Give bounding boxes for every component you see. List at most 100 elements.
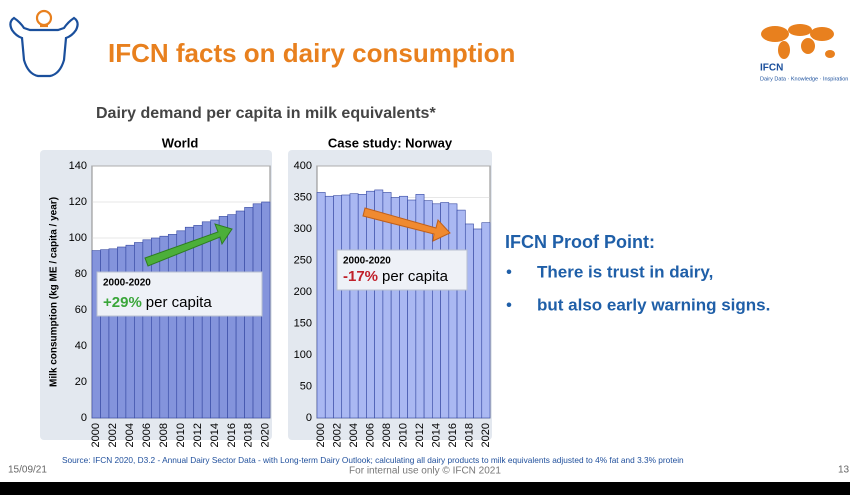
- x-tick-label: 2018: [463, 423, 475, 447]
- bar: [333, 195, 343, 419]
- charts: World Milk consumption (kg ME / capita / …: [40, 135, 492, 447]
- x-tick-label: 2004: [124, 423, 136, 447]
- x-tick-label: 2012: [192, 423, 204, 447]
- y-tick-label: 40: [75, 340, 87, 352]
- y-tick-label: 80: [75, 268, 87, 280]
- x-tick-label: 2004: [348, 423, 360, 447]
- annotation-box: [96, 271, 263, 317]
- bar: [176, 230, 186, 419]
- y-tick-label: 0: [81, 412, 87, 424]
- notice: For internal use only © IFCN 2021: [349, 466, 501, 477]
- annotation-box: [336, 249, 468, 291]
- trend-arrow: [362, 207, 451, 242]
- y-tick-label: 250: [294, 254, 312, 266]
- x-tick-label: 2014: [209, 423, 221, 447]
- bullet: •: [506, 262, 512, 281]
- x-tick-label: 2020: [480, 423, 492, 447]
- bullet: •: [506, 295, 512, 314]
- y-tick-label: 140: [69, 160, 87, 172]
- bar: [134, 242, 144, 419]
- bar: [193, 225, 203, 419]
- annotation-period: 2000-2020: [103, 278, 151, 289]
- y-tick-label: 350: [294, 191, 312, 203]
- bar: [184, 226, 195, 419]
- y-tick-label: 120: [69, 196, 87, 208]
- source: Source: IFCN 2020, D3.2 - Annual Dairy S…: [62, 455, 684, 465]
- date: 15/09/21: [8, 465, 47, 476]
- bar: [324, 195, 334, 419]
- proof-point-bullet: There is trust in dairy,: [537, 262, 713, 281]
- y-tick-label: 20: [75, 376, 87, 388]
- trend-arrow: [144, 223, 233, 267]
- x-tick-label: 2020: [260, 423, 272, 447]
- x-tick-label: 2014: [430, 423, 442, 447]
- cow-icon: [9, 9, 79, 78]
- logo-tagline: Dairy Data · Knowledge · Inspiration: [760, 76, 848, 82]
- x-tick-label: 2008: [158, 423, 170, 447]
- slide-title: IFCN facts on dairy consumption: [108, 38, 515, 68]
- bar: [159, 235, 169, 419]
- bar: [167, 234, 178, 419]
- bar: [374, 189, 384, 419]
- x-tick-label: 2002: [332, 423, 344, 447]
- y-tick-label: 150: [294, 317, 312, 329]
- bar: [390, 197, 400, 419]
- annotation-change: +29%: [103, 294, 142, 311]
- y-tick-label: 200: [294, 286, 312, 298]
- bar: [201, 221, 211, 419]
- y-tick-label: 400: [294, 160, 312, 172]
- logo-name: IFCN: [760, 63, 783, 74]
- bar: [210, 219, 220, 419]
- bar: [448, 203, 458, 419]
- annotation-text: per capita: [382, 268, 449, 285]
- bar: [125, 244, 135, 419]
- x-tick-label: 2010: [175, 423, 187, 447]
- proof-point-title: IFCN Proof Point:: [505, 232, 655, 252]
- x-tick-label: 2010: [397, 423, 409, 447]
- bar: [481, 222, 491, 419]
- bar: [341, 194, 351, 419]
- bar: [407, 199, 417, 419]
- annotation-change: -17%: [343, 268, 378, 285]
- proof-point-bullet: but also early warning signs.: [537, 295, 770, 314]
- y-tick-label: 0: [306, 412, 312, 424]
- chart-title: World: [162, 135, 199, 150]
- bar: [473, 228, 483, 419]
- page-number: 13: [838, 465, 850, 476]
- bottom-bar: [0, 482, 850, 495]
- bar: [399, 195, 408, 419]
- x-tick-label: 2018: [243, 423, 255, 447]
- annotation-period: 2000-2020: [343, 256, 391, 267]
- bar: [218, 216, 228, 419]
- y-tick-label: 50: [300, 380, 312, 392]
- x-tick-label: 2016: [447, 423, 459, 447]
- bar: [316, 192, 326, 419]
- annotation-text: per capita: [146, 294, 213, 311]
- y-tick-label: 300: [294, 223, 312, 235]
- subtitle: Dairy demand per capita in milk equivale…: [96, 105, 436, 122]
- x-tick-label: 2008: [381, 423, 393, 447]
- x-tick-label: 2012: [414, 423, 426, 447]
- y-tick-label: 100: [69, 232, 87, 244]
- bar: [456, 209, 466, 419]
- bar: [151, 237, 161, 419]
- y-tick-label: 60: [75, 304, 87, 316]
- y-tick-label: 100: [294, 349, 312, 361]
- bar: [349, 193, 359, 419]
- chart-title: Case study: Norway: [328, 135, 453, 150]
- x-tick-label: 2006: [141, 423, 153, 447]
- x-tick-label: 2002: [107, 423, 119, 447]
- bar: [357, 194, 367, 419]
- bar: [366, 190, 375, 419]
- bar: [382, 192, 392, 419]
- bar: [142, 239, 152, 419]
- x-tick-label: 2016: [226, 423, 238, 447]
- logo: IFCN Dairy Data · Knowledge · Inspiratio…: [760, 24, 848, 82]
- x-tick-label: 2000: [90, 423, 102, 447]
- x-tick-label: 2006: [364, 423, 376, 447]
- bar: [261, 201, 271, 419]
- y-axis-label: Milk consumption (kg ME / capita / year): [49, 197, 60, 387]
- x-tick-label: 2000: [315, 423, 327, 447]
